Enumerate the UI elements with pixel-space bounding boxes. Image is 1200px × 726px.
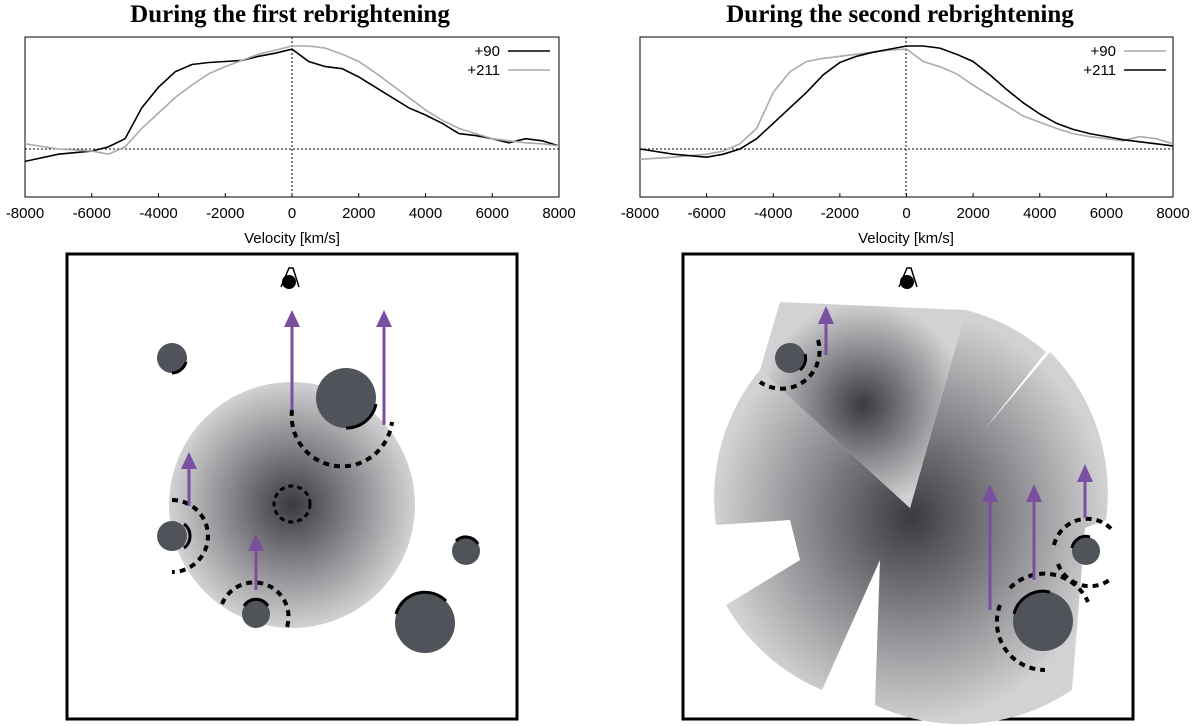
legend: +90 +211 [1083,43,1166,79]
legend-label: +90 [1091,43,1116,60]
velocity-arrow [248,534,264,590]
panel-title-right: During the second rebrightening [726,1,1074,28]
cloud [289,368,394,469]
legend-label: +211 [1083,62,1116,79]
panel-title-left: During the first rebrightening [130,1,450,28]
schematic-left [65,252,519,721]
x-ticks: -8000 -6000 -4000 -2000 0 2000 4000 6000 8000 [621,193,1190,222]
cloud [1052,516,1116,589]
x-tick-label: -6000 [687,205,725,222]
spectrum-plot-left: -8000 -6000 -4000 -2000 0 2000 4000 6000 8000 Ve… [6,36,576,247]
series-line-plus90 [25,48,559,163]
velocity-arrow [181,452,197,506]
emission-region [169,382,415,628]
velocity-arrow [284,310,300,410]
legend-label: +211 [467,62,500,79]
central-source [272,484,312,524]
velocity-arrow [376,310,392,425]
x-tick-label: 6000 [1090,205,1123,222]
x-tick-label: 6000 [476,205,509,222]
cloud [394,590,455,653]
cloud [157,498,210,574]
x-axis-label: Velocity [km/s] [244,230,340,247]
cloud [994,571,1090,673]
x-axis-label: Velocity [km/s] [858,230,954,247]
series-line-plus90 [640,48,1173,161]
cloud [220,580,291,631]
x-ticks: -8000 -6000 -4000 -2000 0 2000 4000 6000 8000 [6,193,576,222]
emission-region [714,310,1108,725]
x-tick-label: -4000 [139,205,177,222]
legend: +90 +211 [467,43,550,79]
emission-region-wedge [760,302,966,508]
series-lines [640,45,1173,161]
x-tick-label: -4000 [754,205,792,222]
x-tick-label: 0 [288,205,296,222]
x-tick-label: 2000 [342,205,375,222]
x-tick-label: 4000 [1023,205,1056,222]
x-tick-label: 2000 [956,205,989,222]
velocity-arrow [818,306,834,355]
schematic-right [681,252,1135,725]
x-tick-label: 0 [902,205,910,222]
x-tick-label: 4000 [409,205,442,222]
x-tick-label: -2000 [821,205,859,222]
velocity-arrow [982,484,998,610]
x-tick-label: -6000 [73,205,111,222]
x-tick-label: 8000 [542,205,575,222]
observer-eye-icon [898,267,918,289]
x-tick-label: -8000 [6,205,44,222]
spectrum-plot-right: -8000 -6000 -4000 -2000 0 2000 4000 6000 8000 Ve… [621,36,1190,247]
velocity-arrow [1026,484,1042,580]
legend-label: +90 [475,43,500,60]
series-lines [25,45,559,163]
cloud [758,339,822,391]
x-tick-label: -2000 [206,205,244,222]
cloud [157,343,188,375]
cloud [452,535,480,565]
x-tick-label: 8000 [1156,205,1189,222]
velocity-arrow [1077,464,1093,518]
series-line-plus211 [25,45,559,156]
x-tick-label: -8000 [621,205,659,222]
series-line-plus211 [640,45,1173,159]
observer-eye-icon [280,267,300,289]
